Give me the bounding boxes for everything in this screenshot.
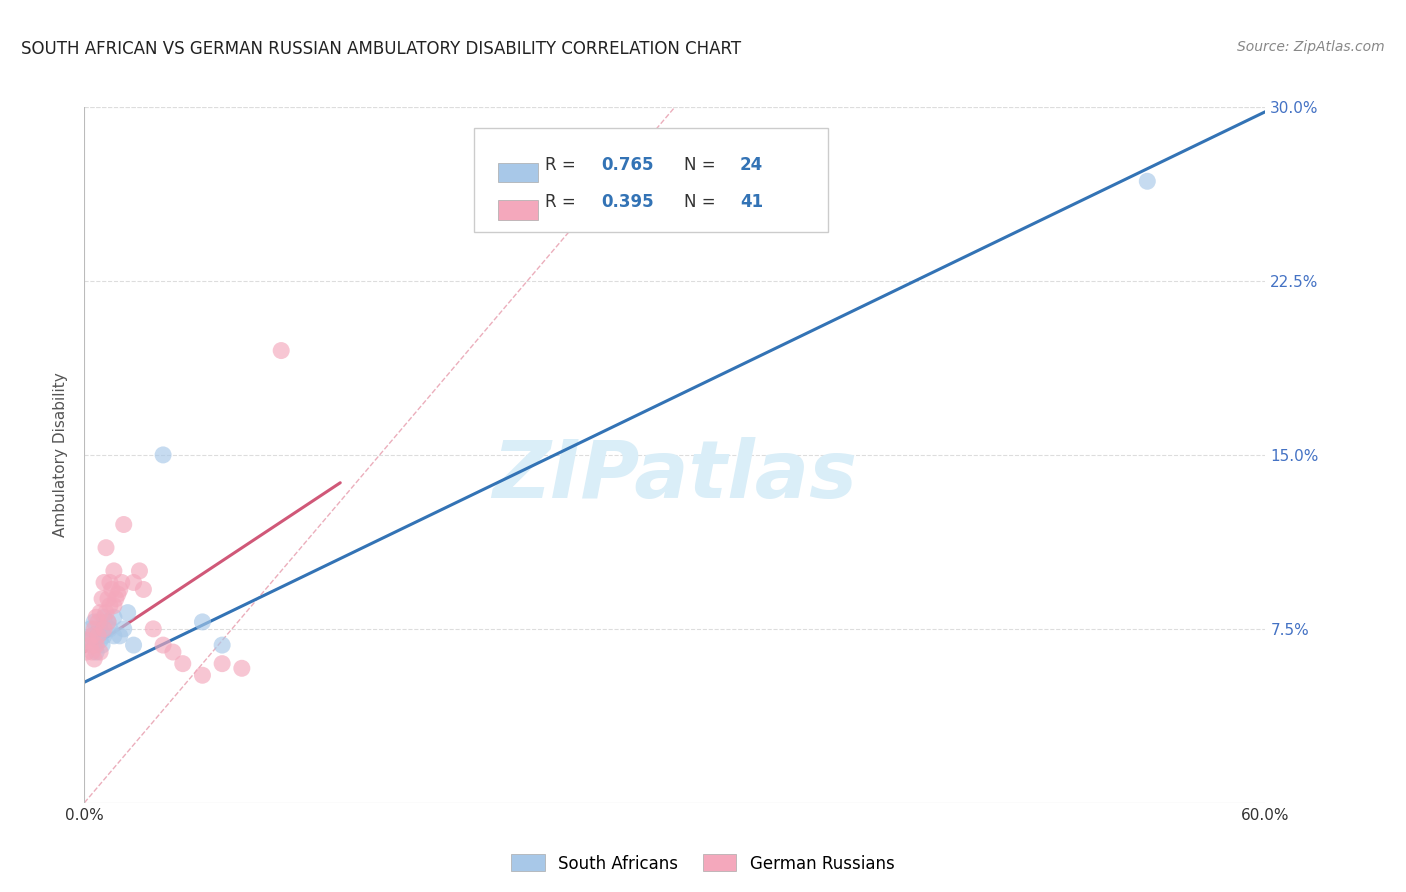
Point xyxy=(162,645,184,659)
Text: R =: R = xyxy=(546,194,581,211)
Point xyxy=(97,591,120,606)
Point xyxy=(93,610,115,624)
Text: N =: N = xyxy=(685,194,721,211)
Text: 24: 24 xyxy=(740,156,763,174)
Text: 41: 41 xyxy=(740,194,763,211)
Point xyxy=(211,638,233,652)
Point xyxy=(82,629,104,643)
Point xyxy=(87,626,110,640)
Point xyxy=(89,622,111,636)
Text: SOUTH AFRICAN VS GERMAN RUSSIAN AMBULATORY DISABILITY CORRELATION CHART: SOUTH AFRICAN VS GERMAN RUSSIAN AMBULATO… xyxy=(21,40,741,58)
Point xyxy=(132,582,155,597)
Point xyxy=(98,599,121,613)
Point xyxy=(103,599,125,613)
Point xyxy=(172,657,194,671)
Point xyxy=(97,615,120,629)
Point xyxy=(94,606,117,620)
Point xyxy=(108,582,131,597)
Text: 0.765: 0.765 xyxy=(602,156,654,174)
Point xyxy=(84,645,107,659)
Point xyxy=(191,668,214,682)
Point xyxy=(111,575,134,590)
Point xyxy=(104,591,127,606)
Point xyxy=(112,622,135,636)
Point xyxy=(77,633,100,648)
Point xyxy=(152,448,174,462)
Point xyxy=(107,587,129,601)
Y-axis label: Ambulatory Disability: Ambulatory Disability xyxy=(53,373,69,537)
Point xyxy=(83,622,105,636)
Point xyxy=(142,622,165,636)
Point xyxy=(79,638,101,652)
Point xyxy=(94,541,117,555)
Text: N =: N = xyxy=(685,156,721,174)
Point xyxy=(75,645,97,659)
Point xyxy=(87,629,110,643)
FancyBboxPatch shape xyxy=(474,128,828,232)
Point xyxy=(117,606,139,620)
Point xyxy=(98,575,121,590)
Text: R =: R = xyxy=(546,156,581,174)
Point xyxy=(83,652,105,666)
Point xyxy=(84,610,107,624)
Point xyxy=(79,622,101,636)
Text: ZIPatlas: ZIPatlas xyxy=(492,437,858,515)
Point xyxy=(108,629,131,643)
Point xyxy=(83,638,105,652)
Point xyxy=(1136,174,1159,188)
Point xyxy=(89,633,111,648)
Point xyxy=(84,638,107,652)
Text: 0.395: 0.395 xyxy=(602,194,654,211)
Point xyxy=(93,575,115,590)
Text: Source: ZipAtlas.com: Source: ZipAtlas.com xyxy=(1237,40,1385,54)
Point xyxy=(270,343,292,358)
Point xyxy=(231,661,253,675)
Point xyxy=(103,610,125,624)
Point xyxy=(82,645,104,659)
Point xyxy=(82,629,104,643)
Point xyxy=(122,638,145,652)
Point xyxy=(97,615,120,629)
Point xyxy=(152,638,174,652)
Point xyxy=(211,657,233,671)
Point xyxy=(83,615,105,629)
Point xyxy=(89,606,111,620)
Point xyxy=(101,582,124,597)
Point xyxy=(93,629,115,643)
Point xyxy=(103,629,125,643)
Point xyxy=(93,622,115,636)
Point xyxy=(87,615,110,629)
FancyBboxPatch shape xyxy=(498,201,538,219)
Point xyxy=(128,564,150,578)
Point xyxy=(91,591,114,606)
FancyBboxPatch shape xyxy=(498,162,538,182)
Point xyxy=(91,638,114,652)
Point xyxy=(98,622,121,636)
Point xyxy=(77,633,100,648)
Point xyxy=(122,575,145,590)
Legend: South Africans, German Russians: South Africans, German Russians xyxy=(505,847,901,880)
Point xyxy=(103,564,125,578)
Point xyxy=(89,645,111,659)
Point xyxy=(112,517,135,532)
Point xyxy=(191,615,214,629)
